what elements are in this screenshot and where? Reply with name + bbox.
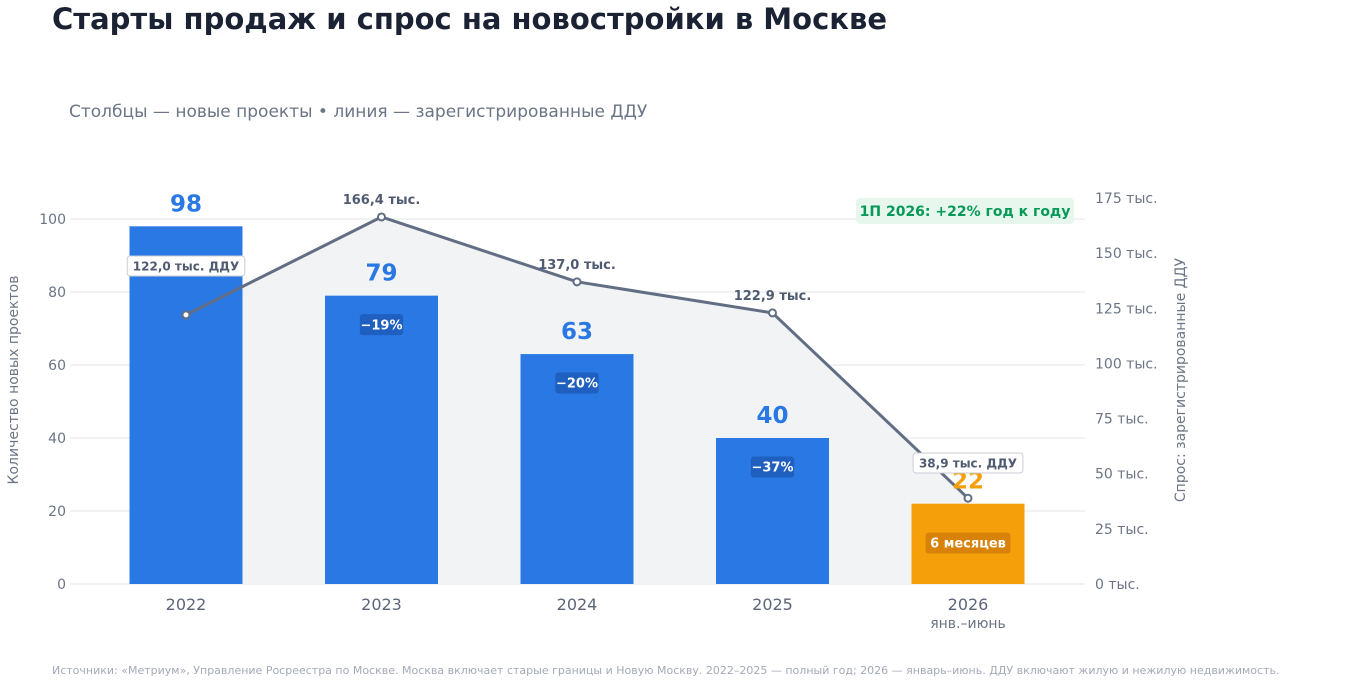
y-tick-label: 20 (48, 504, 66, 520)
bar-value-label: 63 (561, 319, 593, 345)
chart-title: Старты продаж и спрос на новостройки в М… (52, 2, 887, 36)
demand-value-label-last-bg (912, 452, 1024, 474)
y-right-tick-label: 25 тыс. (1095, 522, 1149, 538)
change-badge-bg (555, 372, 599, 394)
y-tick-label: 60 (48, 358, 66, 374)
x-tick-label: 2026 (948, 595, 989, 614)
bar-value-label: 79 (365, 261, 397, 287)
y-right-tick-label: 125 тыс. (1095, 301, 1158, 317)
x-tick-label: 2022 (166, 595, 207, 614)
y-right-axis-label: Спрос: зарегистрированные ДДУ (1173, 257, 1189, 502)
change-badge: −19% (360, 318, 402, 333)
change-badge: −37% (751, 461, 793, 476)
x-tick-label: 2024 (557, 595, 598, 614)
x-tick-label: 2023 (361, 595, 402, 614)
source-note: Источники: «Метриум», Управление Росреес… (52, 664, 1280, 677)
change-badge: −20% (556, 377, 598, 392)
bar-2023 (325, 295, 438, 584)
bar-value-label: 98 (170, 191, 202, 217)
change-badge-bg (359, 314, 404, 336)
bar-inner-label-highlight-bg (925, 532, 1011, 554)
demand-value-label: 137,0 тыс. (538, 258, 616, 273)
bar-inner-label-first: 122,0 тыс. ДДУ (133, 259, 239, 273)
y-tick-label: 100 (39, 212, 66, 228)
demand-value-label: 166,4 тыс. (343, 193, 421, 208)
bar-inner-label-first-bg (126, 255, 246, 277)
y-right-tick-label: 50 тыс. (1095, 467, 1149, 483)
demand-point-2025 (768, 308, 777, 318)
y-right-tick-label: 0 тыс. (1095, 577, 1140, 593)
y-axis-label: Количество новых проектов (6, 276, 22, 485)
growth-annotation-bg (856, 198, 1074, 224)
y-right-tick-label: 150 тыс. (1095, 246, 1158, 262)
demand-value-label: 122,9 тыс. (734, 289, 812, 304)
demand-point-2024 (572, 277, 582, 287)
change-badge-bg (750, 456, 795, 478)
x-tick-label: 2025 (752, 595, 793, 614)
bar-inner-label-highlight: 6 месяцев (930, 537, 1006, 552)
y-right-tick-label: 100 тыс. (1095, 356, 1158, 372)
y-tick-label: 80 (48, 285, 66, 301)
demand-value-label-last: 38,9 тыс. ДДУ (919, 456, 1017, 470)
bar-value-label: 40 (756, 403, 788, 429)
bar-2022 (129, 226, 243, 585)
y-tick-label: 0 (57, 577, 66, 593)
y-tick-label: 40 (48, 431, 66, 447)
chart-subtitle: Столбцы — новые проекты • линия — зареги… (69, 102, 648, 122)
demand-point-2023 (377, 212, 386, 222)
x-tick-sublabel: янв.–июнь (930, 616, 1006, 632)
y-right-tick-label: 175 тыс. (1095, 191, 1158, 207)
demand-point-2022 (181, 310, 191, 320)
growth-annotation: 1П 2026: +22% год к году (860, 204, 1071, 220)
y-right-tick-label: 75 тыс. (1095, 412, 1149, 428)
demand-point-2026 (963, 493, 973, 503)
